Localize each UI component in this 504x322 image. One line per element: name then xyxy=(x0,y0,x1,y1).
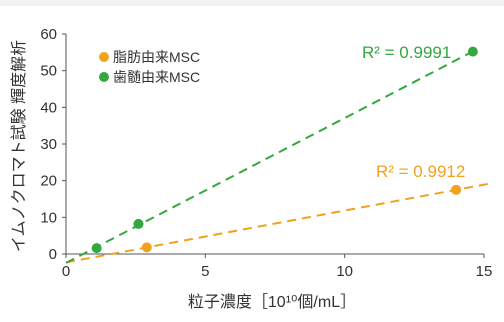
data-points xyxy=(91,46,478,254)
y-tick-label: 50 xyxy=(40,63,57,80)
y-tick-label: 60 xyxy=(40,26,57,43)
data-point-series-0 xyxy=(141,242,152,253)
y-tick-label: 40 xyxy=(40,99,57,116)
r2-annotation-pulp-msc: R² = 0.9991 xyxy=(362,43,451,62)
y-tick-label: 20 xyxy=(40,173,57,190)
trendline-series-1 xyxy=(65,49,477,264)
axes: 0 10 20 30 40 50 60 0 5 10 15 xyxy=(40,26,492,280)
x-tick-label: 0 xyxy=(62,263,70,280)
data-point-series-1 xyxy=(467,46,478,57)
y-tick-label: 0 xyxy=(49,246,57,263)
legend-label-fat-msc: 脂肪由来MSC xyxy=(113,49,200,65)
x-tick-label: 10 xyxy=(336,263,353,280)
legend-label-pulp-msc: 歯髄由来MSC xyxy=(113,69,200,85)
top-strip xyxy=(0,0,504,6)
y-tick-label: 30 xyxy=(40,136,57,153)
legend-marker-pulp-msc xyxy=(99,72,109,82)
r2-annotation-fat-msc: R² = 0.9912 xyxy=(376,162,465,181)
x-tick-label: 15 xyxy=(476,263,493,280)
trendline-series-0 xyxy=(65,182,490,264)
data-point-series-1 xyxy=(133,218,144,229)
y-axis-title: イムノクロマト試験 輝度解析 xyxy=(10,40,28,252)
x-axis-title: 粒子濃度［10¹⁰個/mL］ xyxy=(188,293,356,311)
data-point-series-1 xyxy=(91,243,102,254)
x-tick-label: 5 xyxy=(201,263,209,280)
data-point-series-0 xyxy=(451,184,462,195)
legend-marker-fat-msc xyxy=(99,52,109,62)
y-tick-label: 10 xyxy=(40,209,57,226)
legend: 脂肪由来MSC 歯髄由来MSC xyxy=(99,49,200,85)
trendlines xyxy=(65,49,490,264)
